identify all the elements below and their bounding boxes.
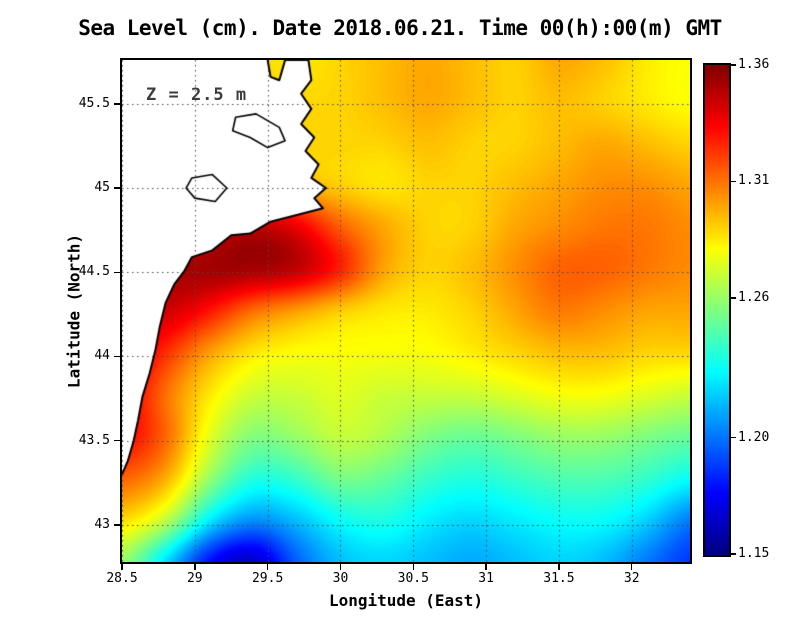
colorbar-tick-mark (731, 436, 736, 439)
x-tick-mark (412, 564, 415, 570)
colorbar-tick-mark (731, 297, 736, 299)
y-tick-mark (114, 524, 120, 526)
y-tick-label: 45 (94, 180, 110, 196)
y-tick-mark (114, 439, 120, 442)
colorbar-tick-mark (731, 553, 736, 555)
colorbar-tick-label: 1.20 (738, 429, 770, 445)
x-tick-label: 31.5 (543, 571, 575, 586)
x-tick-mark (558, 564, 560, 570)
y-tick-label: 44 (94, 348, 110, 364)
y-axis-label: Latitude (North) (64, 233, 84, 389)
colorbar (703, 63, 731, 557)
colorbar-tick-mark (731, 180, 736, 183)
x-tick-label: 30.5 (397, 571, 429, 586)
x-tick-label: 32 (623, 571, 640, 586)
y-tick-label: 43.5 (78, 432, 110, 448)
x-tick-mark (121, 564, 123, 570)
chart-title: Sea Level (cm). Date 2018.06.21. Time 00… (78, 16, 722, 40)
x-tick-label: 29 (186, 571, 203, 586)
x-tick-mark (630, 564, 633, 570)
y-tick-mark (114, 103, 120, 105)
x-tick-mark (194, 564, 196, 570)
colorbar-tick-mark (731, 64, 736, 66)
x-tick-mark (485, 564, 487, 570)
x-tick-mark (266, 564, 269, 570)
heatmap-canvas (120, 58, 692, 564)
y-tick-mark (114, 187, 120, 189)
colorbar-tick-label: 1.31 (738, 173, 770, 189)
colorbar-tick-label: 1.26 (738, 289, 770, 305)
y-tick-label: 43 (94, 516, 110, 532)
y-tick-label: 44.5 (78, 264, 110, 280)
x-tick-mark (339, 564, 342, 570)
x-axis-label: Longitude (East) (328, 591, 484, 610)
y-tick-label: 45.5 (78, 95, 110, 111)
x-tick-label: 31 (478, 571, 494, 586)
colorbar-tick-label: 1.15 (738, 546, 770, 561)
y-tick-mark (114, 271, 120, 273)
y-tick-mark (114, 355, 120, 358)
colorbar-tick-label: 1.36 (738, 57, 770, 72)
x-tick-label: 29.5 (251, 571, 284, 586)
depth-annotation: Z = 2.5 m (146, 85, 248, 105)
x-tick-label: 30 (332, 571, 349, 586)
x-tick-label: 28.5 (106, 571, 138, 586)
